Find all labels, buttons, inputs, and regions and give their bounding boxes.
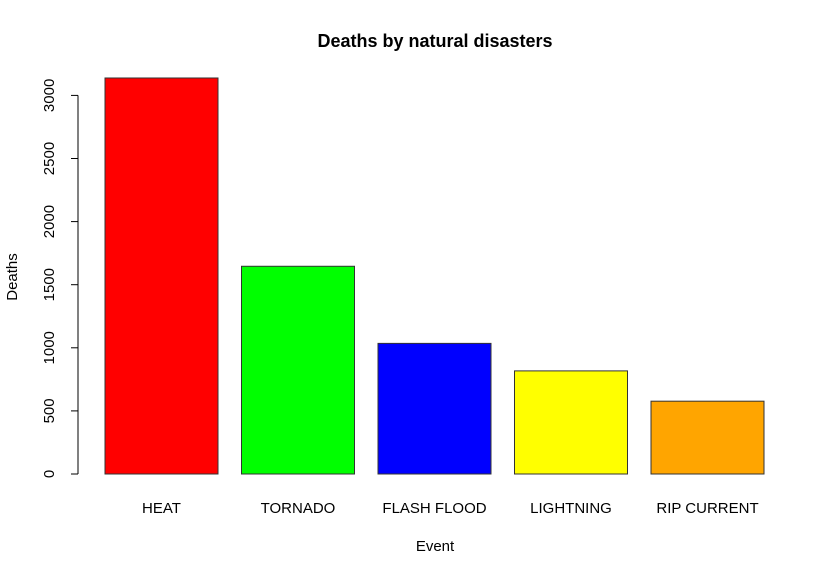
category-label: LIGHTNING bbox=[530, 500, 612, 517]
chart-title: Deaths by natural disasters bbox=[317, 31, 552, 51]
category-labels: HEAT TORNADO FLASH FLOOD LIGHTNING RIP CURRE… bbox=[142, 500, 759, 517]
bar-heat bbox=[104, 77, 219, 475]
category-label: HEAT bbox=[142, 500, 181, 517]
bar-lightning bbox=[514, 370, 628, 475]
category-label: TORNADO bbox=[261, 500, 336, 517]
y-axis-label: Deaths bbox=[4, 253, 21, 301]
y-axis: 0 500 1000 1500 2000 2500 3000 bbox=[41, 79, 79, 478]
y-tick-label: 2500 bbox=[41, 142, 58, 175]
y-tick-label: 1000 bbox=[41, 331, 58, 364]
y-tick-label: 0 bbox=[41, 470, 58, 478]
y-tick-label: 3000 bbox=[41, 79, 58, 112]
y-tick-label: 1500 bbox=[41, 268, 58, 301]
bar-flash-flood bbox=[377, 342, 492, 475]
bar-rip-current bbox=[650, 400, 765, 475]
x-axis-label: Event bbox=[416, 538, 455, 555]
category-label: FLASH FLOOD bbox=[382, 500, 486, 517]
y-tick-label: 2000 bbox=[41, 205, 58, 238]
category-label: RIP CURRENT bbox=[656, 500, 758, 517]
bar-tornado bbox=[241, 265, 355, 475]
bars bbox=[104, 77, 765, 475]
y-tick-label: 500 bbox=[41, 398, 58, 423]
